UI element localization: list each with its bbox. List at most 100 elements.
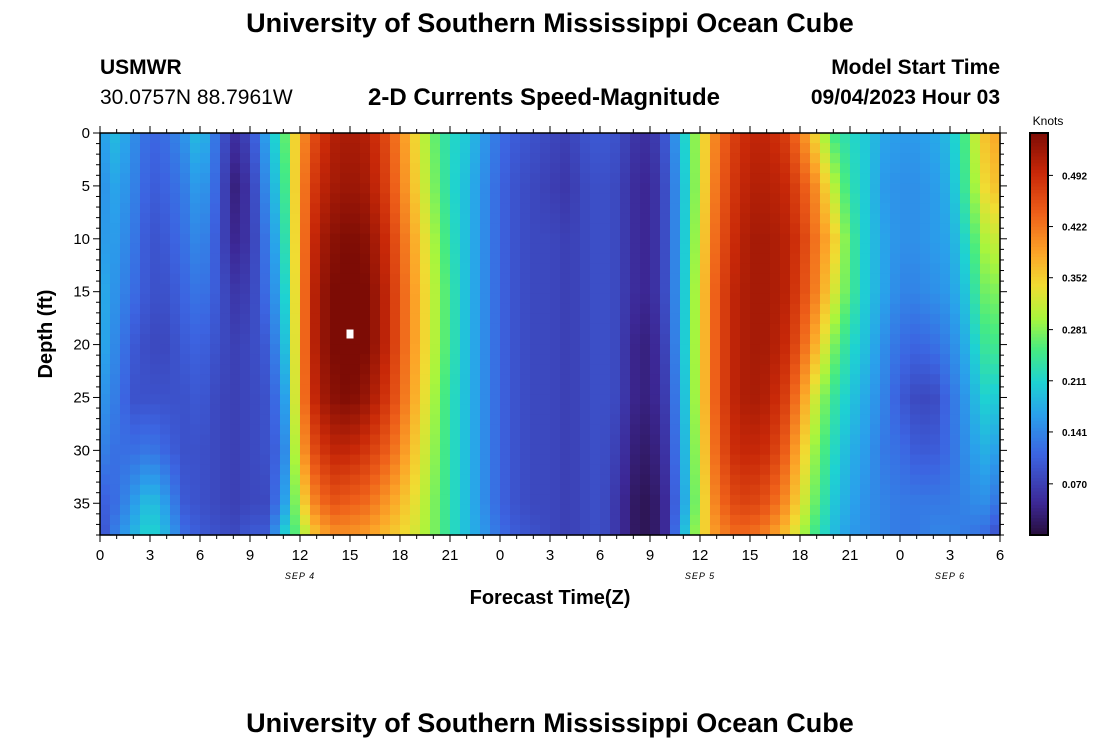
heatmap-cell (940, 364, 951, 375)
heatmap-cell (150, 313, 161, 325)
heatmap-cell (320, 173, 331, 184)
heatmap-cell (820, 203, 831, 214)
heatmap-cell (130, 233, 141, 245)
heatmap-cell (810, 454, 821, 466)
heatmap-cell (750, 494, 761, 506)
heatmap-cell (330, 524, 341, 536)
heatmap-cell (960, 293, 971, 305)
heatmap-cell (610, 364, 621, 375)
heatmap-cell (720, 414, 731, 426)
heatmap-cell (420, 404, 431, 415)
heatmap-cell (770, 514, 781, 526)
heatmap-cell (530, 293, 541, 305)
heatmap-cell (290, 484, 301, 496)
heatmap-cell (490, 133, 501, 144)
heatmap-cell (580, 233, 591, 245)
heatmap-cell (520, 223, 531, 235)
heatmap-cell (760, 133, 771, 144)
heatmap-cell (570, 424, 581, 436)
heatmap-cell (480, 293, 491, 305)
heatmap-cell (370, 484, 381, 496)
heatmap-cell (450, 233, 461, 245)
heatmap-cell (970, 243, 981, 255)
heatmap-cell (630, 143, 641, 154)
heatmap-cell (990, 233, 1001, 245)
heatmap-cell (850, 153, 861, 164)
heatmap-cell (700, 444, 711, 456)
heatmap-cell (440, 474, 451, 486)
heatmap-cell (950, 424, 961, 436)
heatmap-cell (190, 263, 201, 275)
heatmap-cell (190, 293, 201, 305)
heatmap-cell (400, 173, 411, 184)
heatmap-cell (410, 243, 421, 255)
heatmap-cell (140, 344, 151, 355)
heatmap-cell (490, 524, 501, 536)
heatmap-cell (810, 273, 821, 285)
heatmap-cell (100, 524, 111, 536)
heatmap-cell (430, 293, 441, 305)
heatmap-cell (520, 444, 531, 456)
heatmap-cell (420, 504, 431, 516)
heatmap-cell (700, 454, 711, 466)
colorbar-segment (1030, 186, 1048, 191)
heatmap-cell (370, 384, 381, 395)
heatmap-cell (940, 163, 951, 174)
heatmap-cell (840, 524, 851, 536)
heatmap-cell (680, 233, 691, 245)
heatmap-cell (880, 464, 891, 476)
heatmap-cell (870, 323, 881, 335)
heatmap-cell (740, 233, 751, 245)
heatmap-cell (200, 273, 211, 285)
heatmap-cell (390, 303, 401, 315)
heatmap-cell (600, 354, 611, 365)
heatmap-cell (530, 344, 541, 355)
heatmap-cell (810, 374, 821, 385)
heatmap-cell (250, 404, 261, 415)
heatmap-cell (390, 404, 401, 415)
heatmap-cell (330, 414, 341, 426)
heatmap-cell (620, 223, 631, 235)
heatmap-cell (340, 243, 351, 255)
heatmap-cell (520, 263, 531, 275)
heatmap-cell (710, 414, 721, 426)
heatmap-cell (710, 233, 721, 245)
heatmap-cell (190, 273, 201, 285)
heatmap-cell (800, 454, 811, 466)
heatmap-cell (210, 303, 221, 315)
heatmap-cell (770, 203, 781, 214)
heatmap-cell (220, 524, 231, 536)
heatmap-cell (590, 474, 601, 486)
heatmap-cell (300, 293, 311, 305)
heatmap-cell (980, 133, 991, 144)
heatmap-cell (600, 153, 611, 164)
heatmap-cell (850, 163, 861, 174)
heatmap-cell (740, 364, 751, 375)
heatmap-cell (440, 484, 451, 496)
colorbar-segment (1030, 471, 1048, 476)
heatmap-cell (940, 213, 951, 225)
heatmap-cell (550, 484, 561, 496)
heatmap-cell (760, 524, 771, 536)
heatmap-cell (120, 213, 131, 225)
heatmap-cell (750, 233, 761, 245)
colorbar-segment (1030, 397, 1048, 402)
heatmap-cell (550, 303, 561, 315)
heatmap-cell (880, 253, 891, 265)
heatmap-cell (120, 344, 131, 355)
heatmap-cell (550, 153, 561, 164)
heatmap-cell (410, 313, 421, 325)
heatmap-cell (490, 444, 501, 456)
heatmap-cell (720, 263, 731, 275)
heatmap-cell (550, 193, 561, 204)
heatmap-cell (180, 273, 191, 285)
heatmap-cell (780, 404, 791, 415)
heatmap-cell (380, 293, 391, 305)
heatmap-cell (510, 253, 521, 265)
heatmap-cell (780, 253, 791, 265)
heatmap-cell (590, 153, 601, 164)
heatmap-cell (620, 273, 631, 285)
heatmap-cell (470, 414, 481, 426)
heatmap-cell (500, 313, 511, 325)
heatmap-cell (310, 384, 321, 395)
